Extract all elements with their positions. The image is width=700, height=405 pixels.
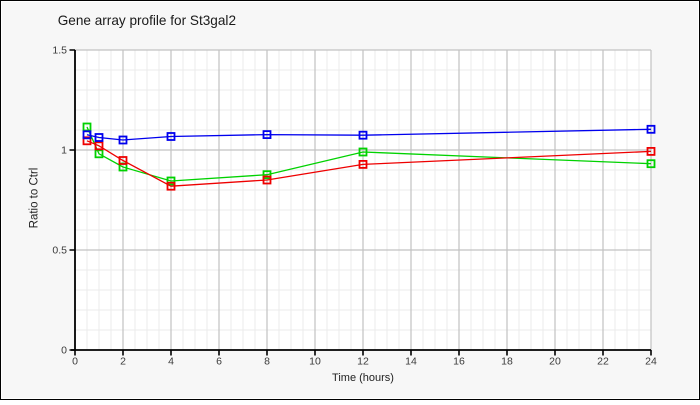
svg-text:10: 10 <box>309 356 321 368</box>
svg-text:0.5: 0.5 <box>52 245 67 257</box>
svg-text:Gene array profile for St3gal2: Gene array profile for St3gal2 <box>58 13 236 28</box>
svg-text:16: 16 <box>453 356 465 368</box>
svg-text:18: 18 <box>501 356 513 368</box>
svg-text:22: 22 <box>597 356 609 368</box>
svg-text:14: 14 <box>405 356 417 368</box>
svg-text:12: 12 <box>357 356 369 368</box>
svg-text:0: 0 <box>72 356 78 368</box>
svg-text:1.5: 1.5 <box>52 45 67 57</box>
svg-text:Time (hours): Time (hours) <box>332 372 394 384</box>
svg-text:2: 2 <box>120 356 126 368</box>
svg-text:8: 8 <box>264 356 270 368</box>
svg-text:6: 6 <box>216 356 222 368</box>
svg-text:24: 24 <box>645 356 657 368</box>
svg-text:0: 0 <box>61 345 67 357</box>
svg-text:1: 1 <box>61 145 67 157</box>
svg-text:Ratio to Ctrl: Ratio to Ctrl <box>29 168 41 229</box>
svg-text:4: 4 <box>168 356 174 368</box>
svg-text:20: 20 <box>549 356 561 368</box>
